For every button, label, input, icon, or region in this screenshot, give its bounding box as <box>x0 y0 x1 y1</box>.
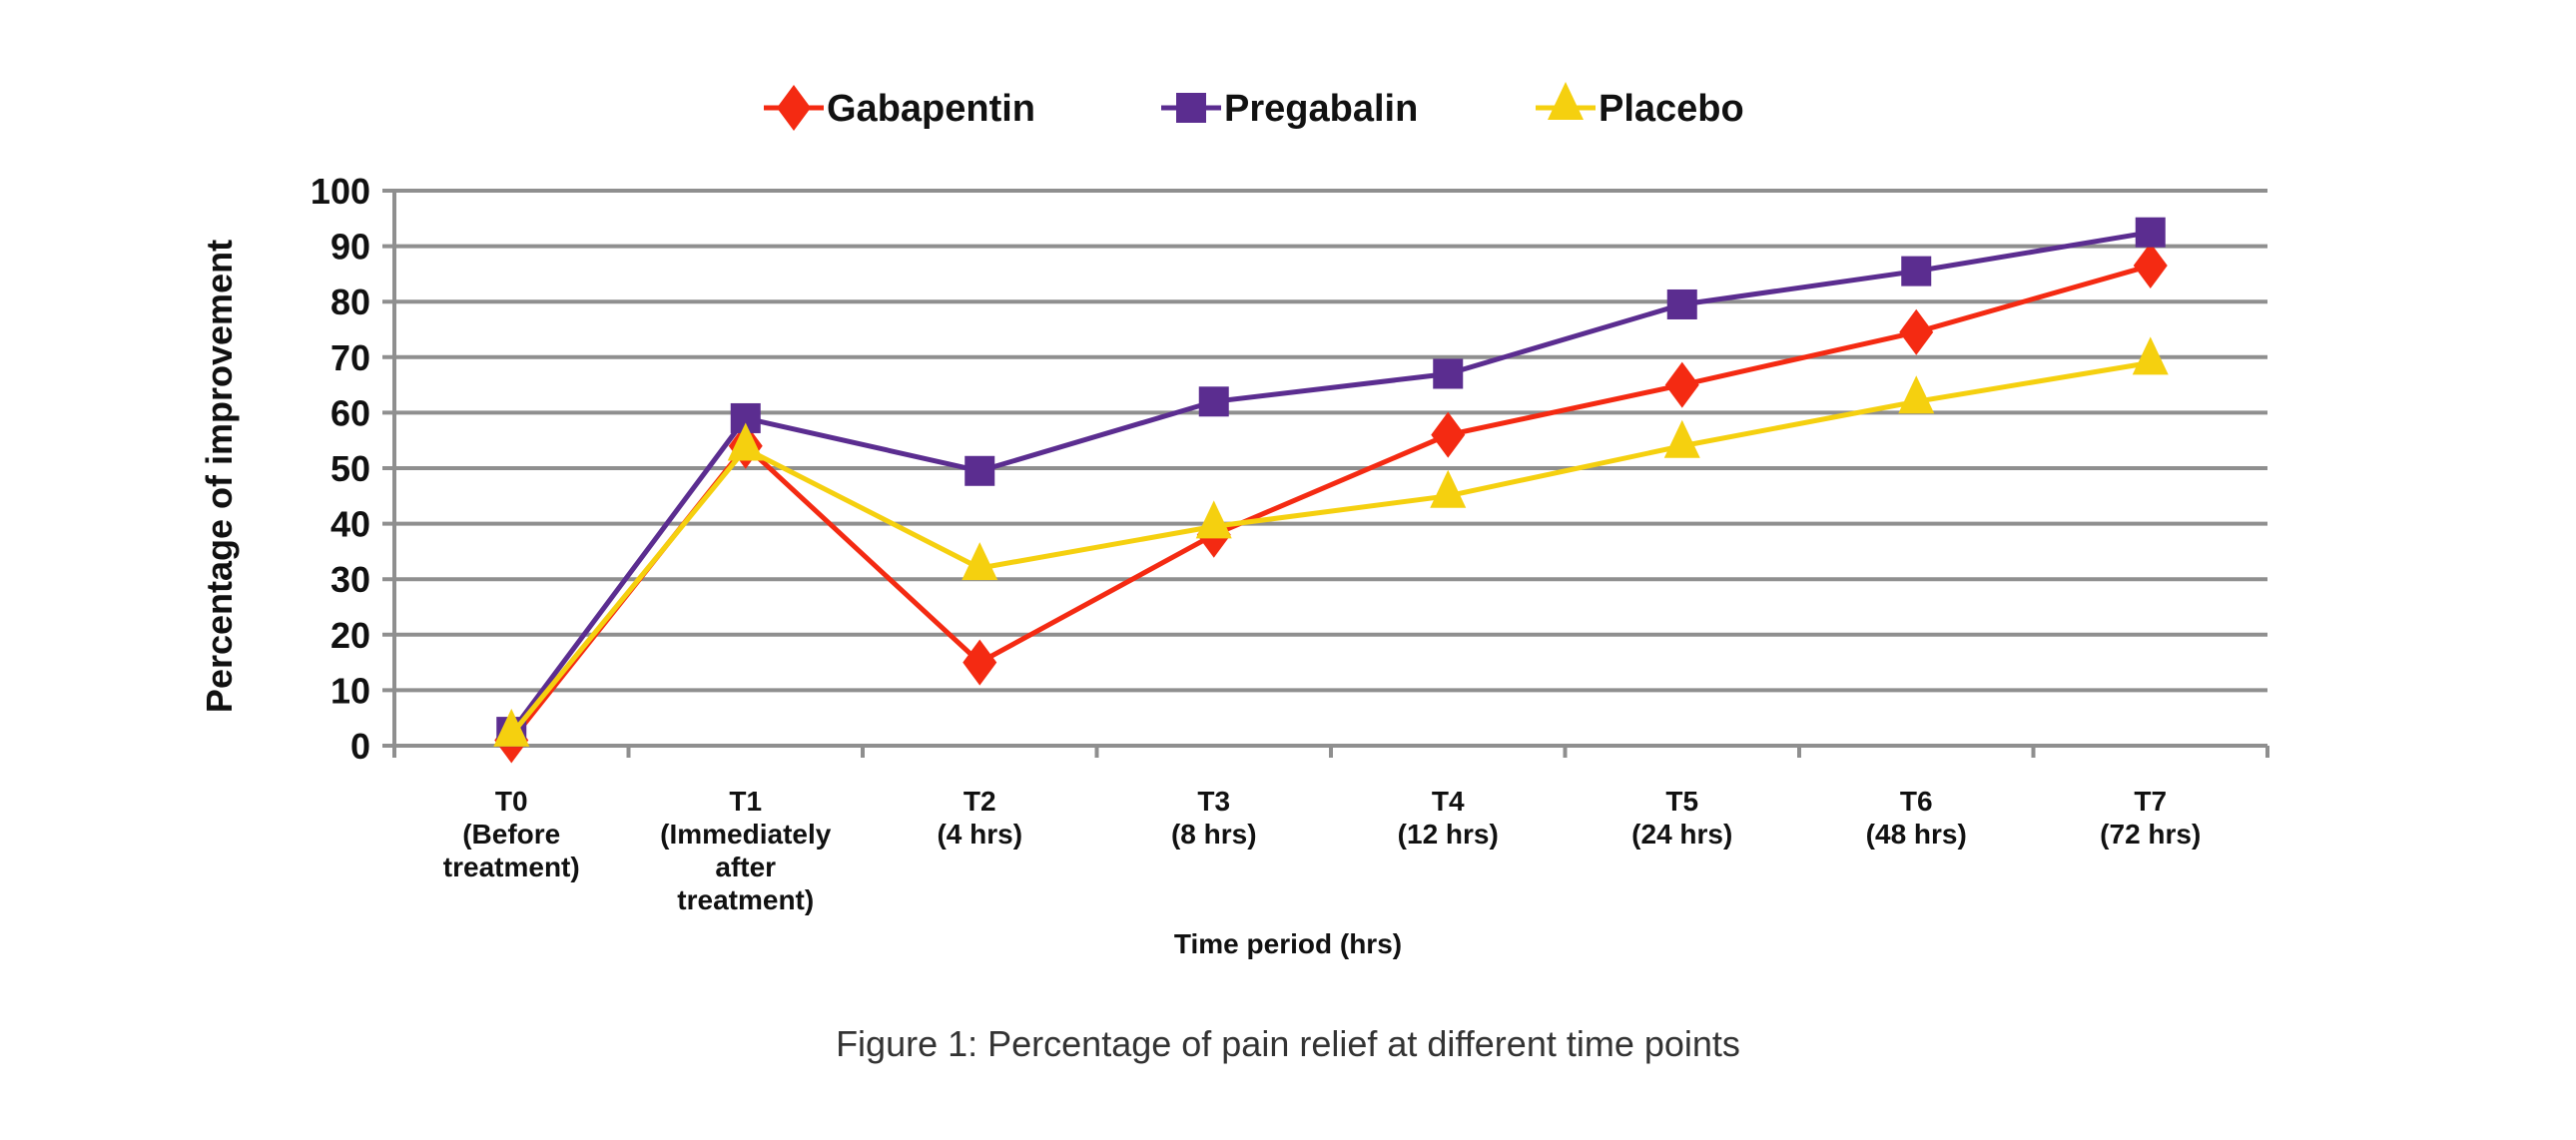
x-tick-label-line: T6 <box>1900 786 1933 817</box>
legend: Gabapentin Pregabalin Placebo <box>764 82 1744 131</box>
x-tick-label-line: (Immediately <box>660 819 832 850</box>
gabapentin-point <box>1431 411 1466 458</box>
gabapentin-point <box>1664 361 1699 408</box>
legend-item-gabapentin: Gabapentin <box>764 85 1035 131</box>
placebo-point <box>727 422 764 461</box>
placebo-line <box>509 359 2152 737</box>
pregabalin-point <box>1198 386 1229 417</box>
y-tick-label: 20 <box>330 615 370 656</box>
y-tick-label: 100 <box>311 171 370 212</box>
x-axis-label: Time period (hrs) <box>1174 928 1402 959</box>
x-tick-label: T0 (Before treatment) <box>443 786 580 882</box>
legend-label: Placebo <box>1599 88 1744 130</box>
x-tick-label-line: (4 hrs) <box>937 819 1022 850</box>
y-tick-label: 90 <box>330 227 370 268</box>
y-tick-label: 30 <box>330 559 370 600</box>
pregabalin-point <box>1901 256 1932 286</box>
gabapentin-point <box>1899 308 1934 355</box>
x-tick-label-line: after <box>715 852 776 882</box>
x-tick-label-line: T3 <box>1197 786 1230 817</box>
legend-label: Gabapentin <box>827 88 1035 130</box>
y-tick-label: 0 <box>350 726 370 767</box>
x-tick-label: T2 (4 hrs) <box>937 786 1022 850</box>
placebo-point <box>493 708 530 747</box>
x-tick-label: T6 (48 hrs) <box>1866 786 1967 850</box>
placebo-point <box>2132 336 2169 375</box>
triangle-icon <box>1548 82 1584 120</box>
x-tick-label-line: (24 hrs) <box>1631 819 1732 850</box>
gridlines <box>382 189 2267 748</box>
x-tick-label-line: T5 <box>1665 786 1698 817</box>
gabapentin-point <box>2133 243 2168 289</box>
x-tick-label-line: (Before <box>462 819 560 850</box>
pregabalin-point <box>965 455 995 486</box>
x-tick-label-line: treatment) <box>677 884 814 915</box>
placebo-point <box>1195 500 1232 539</box>
placebo-point <box>1898 375 1935 414</box>
series-group <box>493 217 2169 764</box>
series-placebo <box>493 336 2169 747</box>
gabapentin-line <box>509 263 2152 742</box>
x-tick-label-line: (12 hrs) <box>1398 819 1499 850</box>
x-tick-label-line: T0 <box>495 786 528 817</box>
diamond-icon <box>777 85 811 131</box>
placebo-point <box>962 542 998 581</box>
x-tick-label-line: (8 hrs) <box>1171 819 1257 850</box>
x-tick-label: T1 (Immediately after treatment) <box>660 786 832 915</box>
x-tick-label: T5 (24 hrs) <box>1631 786 1732 850</box>
x-tick-label-line: T1 <box>729 786 762 817</box>
y-tick-label: 60 <box>330 392 370 433</box>
y-tick-label: 10 <box>330 670 370 711</box>
placebo-point <box>1430 469 1467 508</box>
legend-item-pregabalin: Pregabalin <box>1161 88 1418 130</box>
x-tick-label: T7 (72 hrs) <box>2100 786 2201 850</box>
legend-label: Pregabalin <box>1224 88 1418 130</box>
y-tick-label: 50 <box>330 448 370 489</box>
x-tick-label-line: (48 hrs) <box>1866 819 1967 850</box>
series-gabapentin <box>494 243 2168 764</box>
x-tick-label-line: treatment) <box>443 852 580 882</box>
placebo-point <box>1663 419 1700 458</box>
square-icon <box>1176 93 1206 123</box>
x-tick-label-line: (72 hrs) <box>2100 819 2201 850</box>
y-tick-label: 40 <box>330 504 370 545</box>
y-tick-label: 80 <box>330 282 370 322</box>
x-tick-label-line: T4 <box>1432 786 1465 817</box>
pregabalin-point <box>1666 288 1697 319</box>
pregabalin-point <box>2135 217 2166 248</box>
x-tick-label: T4 (12 hrs) <box>1398 786 1499 850</box>
figure-caption: Figure 1: Percentage of pain relief at d… <box>836 1023 1740 1064</box>
pregabalin-point <box>1433 358 1464 389</box>
series-pregabalin <box>496 217 2166 748</box>
y-tick-label: 70 <box>330 337 370 378</box>
x-tick-label-line: T7 <box>2134 786 2167 817</box>
pregabalin-line <box>509 230 2152 734</box>
y-axis-ticks: 0 10 20 30 40 50 60 70 80 90 100 <box>311 171 370 767</box>
x-axis: T0 (Before treatment)T1 (Immediately after tr… <box>392 191 2269 915</box>
x-tick-label: T3 (8 hrs) <box>1171 786 1257 850</box>
legend-item-placebo: Placebo <box>1536 82 1744 130</box>
gabapentin-point <box>963 639 997 686</box>
y-axis-label: Percentage of improvement <box>199 240 240 713</box>
x-tick-label-line: T2 <box>964 786 996 817</box>
